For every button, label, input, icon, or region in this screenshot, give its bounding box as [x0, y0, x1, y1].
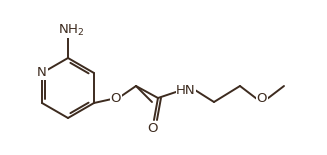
Text: NH$_2$: NH$_2$	[58, 22, 84, 38]
Text: O: O	[148, 122, 158, 135]
Text: O: O	[257, 91, 267, 104]
Text: HN: HN	[176, 84, 196, 97]
Text: N: N	[37, 66, 47, 80]
Text: O: O	[111, 91, 121, 104]
